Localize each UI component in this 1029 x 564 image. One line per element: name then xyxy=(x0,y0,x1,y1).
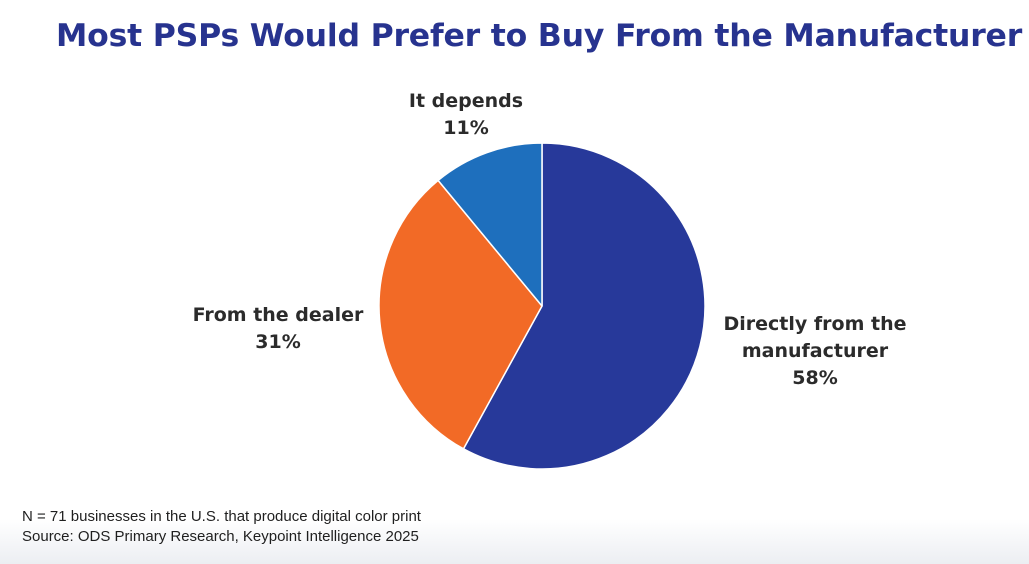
slice-label-it-depends-line1: It depends xyxy=(408,90,524,112)
slice-label-manufacturer-line2: manufacturer xyxy=(741,340,889,362)
slice-label-it-depends: It depends 11% xyxy=(366,88,566,142)
pie-slice-dealer xyxy=(378,179,543,450)
pie-slice-manufacturer xyxy=(462,142,706,470)
chart-title: Most PSPs Would Prefer to Buy From the M… xyxy=(56,18,1023,54)
slice-label-dealer-line1: From the dealer xyxy=(192,304,364,326)
slice-label-manufacturer: Directly from the manufacturer 58% xyxy=(715,311,915,392)
slice-value-dealer: 31% xyxy=(255,331,301,353)
footnote-source: Source: ODS Primary Research, Keypoint I… xyxy=(22,528,419,545)
slice-value-it-depends: 11% xyxy=(443,117,489,139)
slice-value-manufacturer: 58% xyxy=(792,367,838,389)
slice-label-dealer: From the dealer 31% xyxy=(178,302,378,356)
pie-slice-it-depends xyxy=(437,142,543,307)
slice-label-manufacturer-line1: Directly from the xyxy=(723,313,907,335)
footnote: N = 71 businesses in the U.S. that produ… xyxy=(22,507,421,547)
footnote-sample: N = 71 businesses in the U.S. that produ… xyxy=(22,508,421,525)
pie-slices xyxy=(378,142,706,470)
